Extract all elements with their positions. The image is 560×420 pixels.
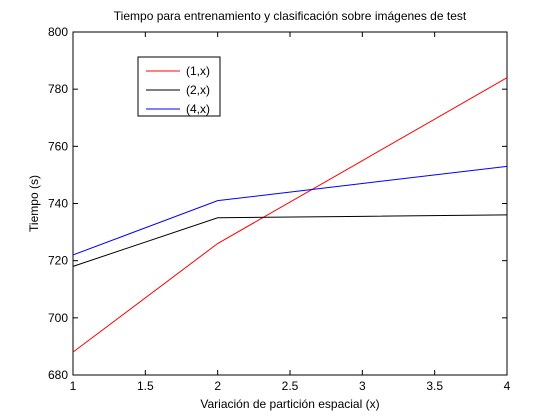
legend-label-3: (4,x) [186,102,210,116]
series-line-1 [72,77,508,353]
x-tick-label: 4 [504,379,511,393]
chart-title: Tiempo para entrenamiento y clasificació… [114,9,467,23]
legend-label-1: (1,x) [186,64,210,78]
y-tick-label: 700 [48,311,68,325]
series-line-3 [72,165,508,256]
legend-label-2: (2,x) [186,83,210,97]
y-tick-label: 720 [48,254,68,268]
series-lines [72,77,508,353]
legend-box [137,56,221,117]
x-axis-title: Variación de partición espacial (x) [200,397,379,411]
x-tick-label: 3 [359,379,366,393]
x-tick-label: 2.5 [282,379,299,393]
y-tick-label: 740 [48,197,68,211]
legend: (1,x) (2,x) (4,x) [137,56,221,117]
y-tick-label: 760 [48,139,68,153]
y-tick-label: 800 [48,25,68,39]
axis-ticks: 1 1.5 2 2.5 3 3.5 4 680 700 720 740 760 780 800 [48,25,511,393]
x-tick-label: 1.5 [137,379,154,393]
y-tick-label: 780 [48,82,68,96]
y-tick-label: 680 [48,368,68,382]
y-axis-title: Tiempo (s) [27,175,41,232]
x-tick-label: 2 [214,379,221,393]
x-tick-label: 3.5 [426,379,443,393]
series-line-2 [72,214,508,267]
x-tick-label: 1 [70,379,77,393]
